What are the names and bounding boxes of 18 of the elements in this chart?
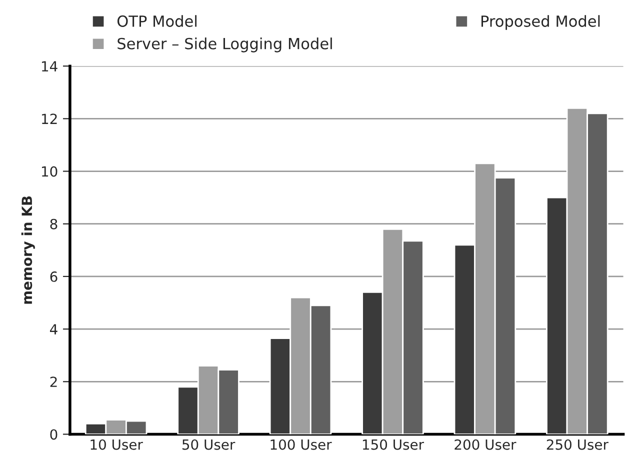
y-tick-label: 10 (42, 166, 58, 177)
x-tick-label: 50 User (182, 439, 236, 450)
legend-label: Server – Side Logging Model (118, 38, 332, 52)
y-tick-label: 6 (50, 271, 58, 282)
y-tick-label: 12 (42, 114, 57, 124)
y-tick-label: 0 (50, 429, 58, 440)
x-tick-label: 100 User (270, 439, 332, 450)
y-tick-label: 4 (50, 324, 58, 334)
y-axis-title: memory in KB (21, 196, 35, 304)
y-tick-label: 2 (50, 376, 57, 387)
x-tick-label: 150 User (362, 439, 424, 450)
x-tick-label: 10 User (90, 439, 143, 450)
y-tick-label: 8 (50, 218, 58, 230)
x-tick-label: 250 User (546, 439, 608, 450)
x-tick-label: 200 User (454, 439, 516, 450)
legend-label: OTP Model (117, 15, 196, 27)
y-tick-label: 14 (42, 61, 58, 72)
legend-label: Proposed Model (481, 15, 600, 30)
